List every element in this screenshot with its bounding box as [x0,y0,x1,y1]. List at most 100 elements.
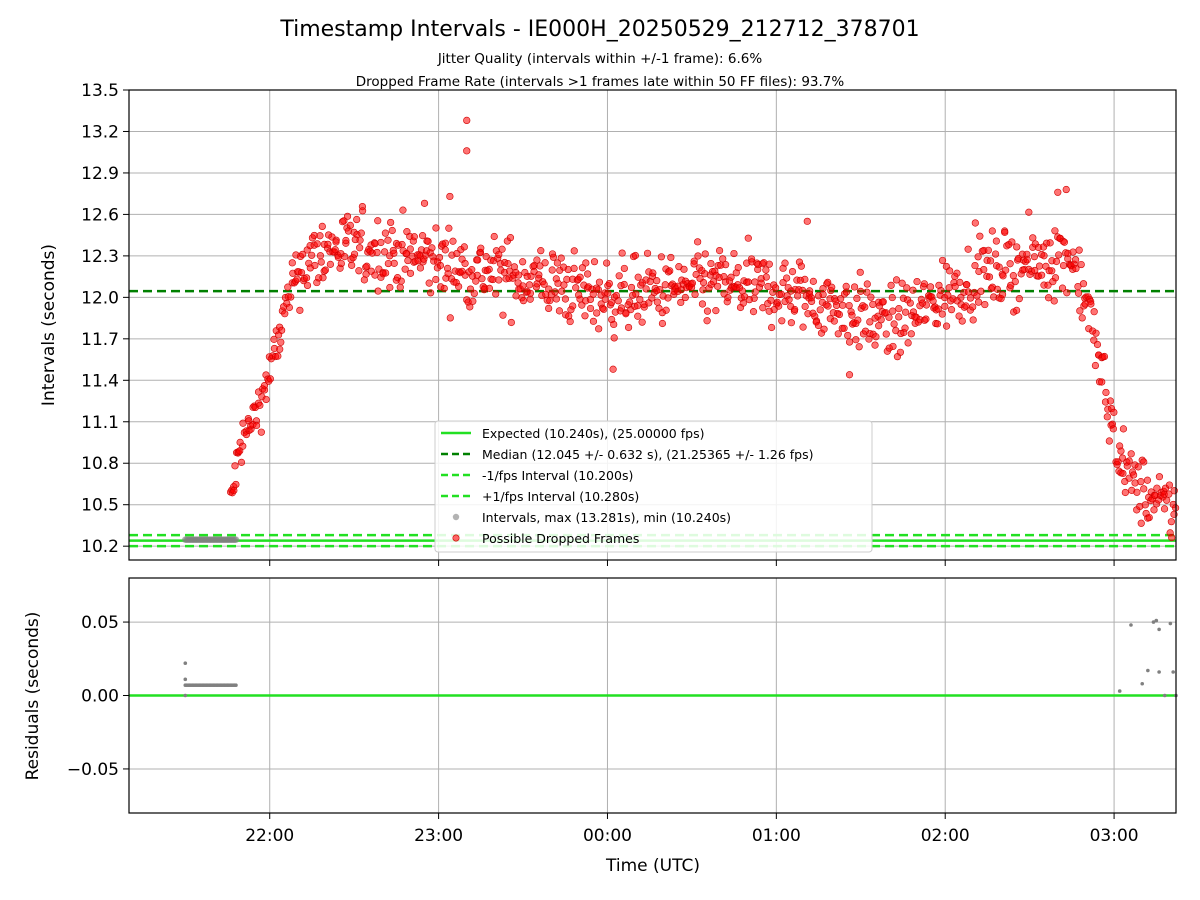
intervals-y-tick-label: 11.7 [81,330,119,350]
dropped-frame-point [610,320,618,329]
dropped-frame-point [653,298,661,306]
dropped-frame-point [337,259,345,268]
dropped-frame-point [313,240,321,248]
intervals-data [181,116,1180,543]
dropped-frame-point [762,273,770,281]
dropped-frame-point [406,269,415,277]
dropped-frame-point [308,251,316,259]
dropped-frame-point [293,275,301,283]
dropped-frame-point [751,278,759,286]
dropped-frame-point [589,290,597,298]
dropped-frame-point [664,294,672,302]
dropped-frame-point [1030,253,1039,261]
legend-box [434,420,873,553]
dropped-frame-point [386,283,394,292]
dropped-frame-point [992,237,1000,245]
dropped-frame-point [1009,272,1017,280]
dropped-frame-point [396,283,404,291]
dropped-frame-point [1072,264,1080,273]
intervals-y-tick-label: 11.1 [81,413,119,433]
dropped-frame-point [356,244,364,252]
dropped-frame-point [1102,388,1110,397]
dropped-frame-point [709,278,718,286]
dropped-frame-point [570,264,578,273]
dropped-frame-point [744,234,752,242]
dropped-frame-point [801,275,809,283]
dropped-frame-point [1103,413,1111,421]
dropped-frame-point [947,306,956,314]
dropped-frame-point [299,250,307,258]
x-tick-label: 22:00 [245,826,294,846]
dropped-frame-point [986,257,995,265]
dropped-frame-point [844,331,852,340]
dropped-frame-point [835,310,844,319]
dropped-frame-point [814,321,823,330]
dropped-frame-point [356,236,364,244]
dropped-frame-point [324,240,332,248]
dropped-frame-point [586,304,595,313]
residuals-panel: −0.05 0.00 0.05 22:00 23:00 00:00 01:00 02:00 0… [23,577,1178,876]
dropped-frame-point [435,253,444,262]
intervals-panel: 10.2 10.5 10.8 11.1 11.4 11.7 12.0 12.3 12.6 12.9… [39,81,1180,566]
dropped-frame-outlier [1062,185,1070,194]
dropped-frame-point [440,284,448,293]
x-tick-label: 23:00 [414,826,463,846]
dropped-frame-point [768,323,776,332]
dropped-frame-point [781,259,789,267]
residual-point [1151,620,1156,624]
dropped-frame-point [239,442,247,450]
dropped-frame-point [1167,518,1175,526]
dropped-frame-point [787,319,795,327]
dropped-frame-point [1013,306,1021,314]
dropped-frame-point [1023,256,1031,264]
dropped-frame-point [1038,271,1046,279]
dropped-frame-point [719,255,727,263]
dropped-frame-point [801,302,809,311]
residual-point [1157,627,1161,632]
dropped-frame-point [904,339,912,347]
dropped-frame-point [998,291,1007,299]
dropped-frame-point [707,259,715,268]
dropped-frame-point [995,263,1003,271]
dropped-frame-point [432,275,440,284]
dropped-frame-point [643,249,652,257]
residual-point [1140,681,1145,686]
dropped-frame-point [620,264,628,273]
dropped-frame-point [1090,308,1098,316]
dropped-frame-point [390,249,398,257]
dropped-frame-point [410,233,418,241]
dropped-frame-point [976,232,984,240]
dropped-frame-point [824,302,832,310]
dropped-frame-point [633,302,642,310]
dropped-frame-point [1051,227,1059,235]
dropped-frame-point [642,285,650,293]
dropped-frame-point [971,261,979,270]
dropped-frame-point [1074,289,1083,297]
legend-intervals-swatch [452,513,460,521]
dropped-frame-point [581,312,589,320]
x-tick-label: 03:00 [1090,826,1139,846]
dropped-frame-point [1011,277,1019,286]
dropped-frame-point [791,305,799,314]
dropped-frame-point [892,276,901,284]
dropped-frame-point [1127,450,1135,458]
dropped-frame-point [680,265,688,273]
dropped-frame-point [377,238,385,247]
dropped-frame-point [828,283,836,291]
dropped-frame-point [691,290,699,298]
dropped-frame-point [526,295,534,303]
dropped-frame-point [901,324,909,332]
dropped-frame-point [772,284,780,292]
residual-point [183,661,188,665]
dropped-frame-point [1121,488,1129,497]
dropped-frame-point [399,206,407,214]
dropped-frame-point [540,280,548,288]
dropped-frame-point [622,310,630,318]
dropped-frame-point [373,248,381,257]
dropped-frame-point [1133,488,1141,496]
intervals-y-tick-label: 12.9 [81,164,119,184]
intervals-y-tick-label: 10.8 [81,454,119,474]
dropped-frame-point [297,268,306,277]
dropped-frame-point [850,283,859,291]
dropped-frame-point [343,212,352,220]
